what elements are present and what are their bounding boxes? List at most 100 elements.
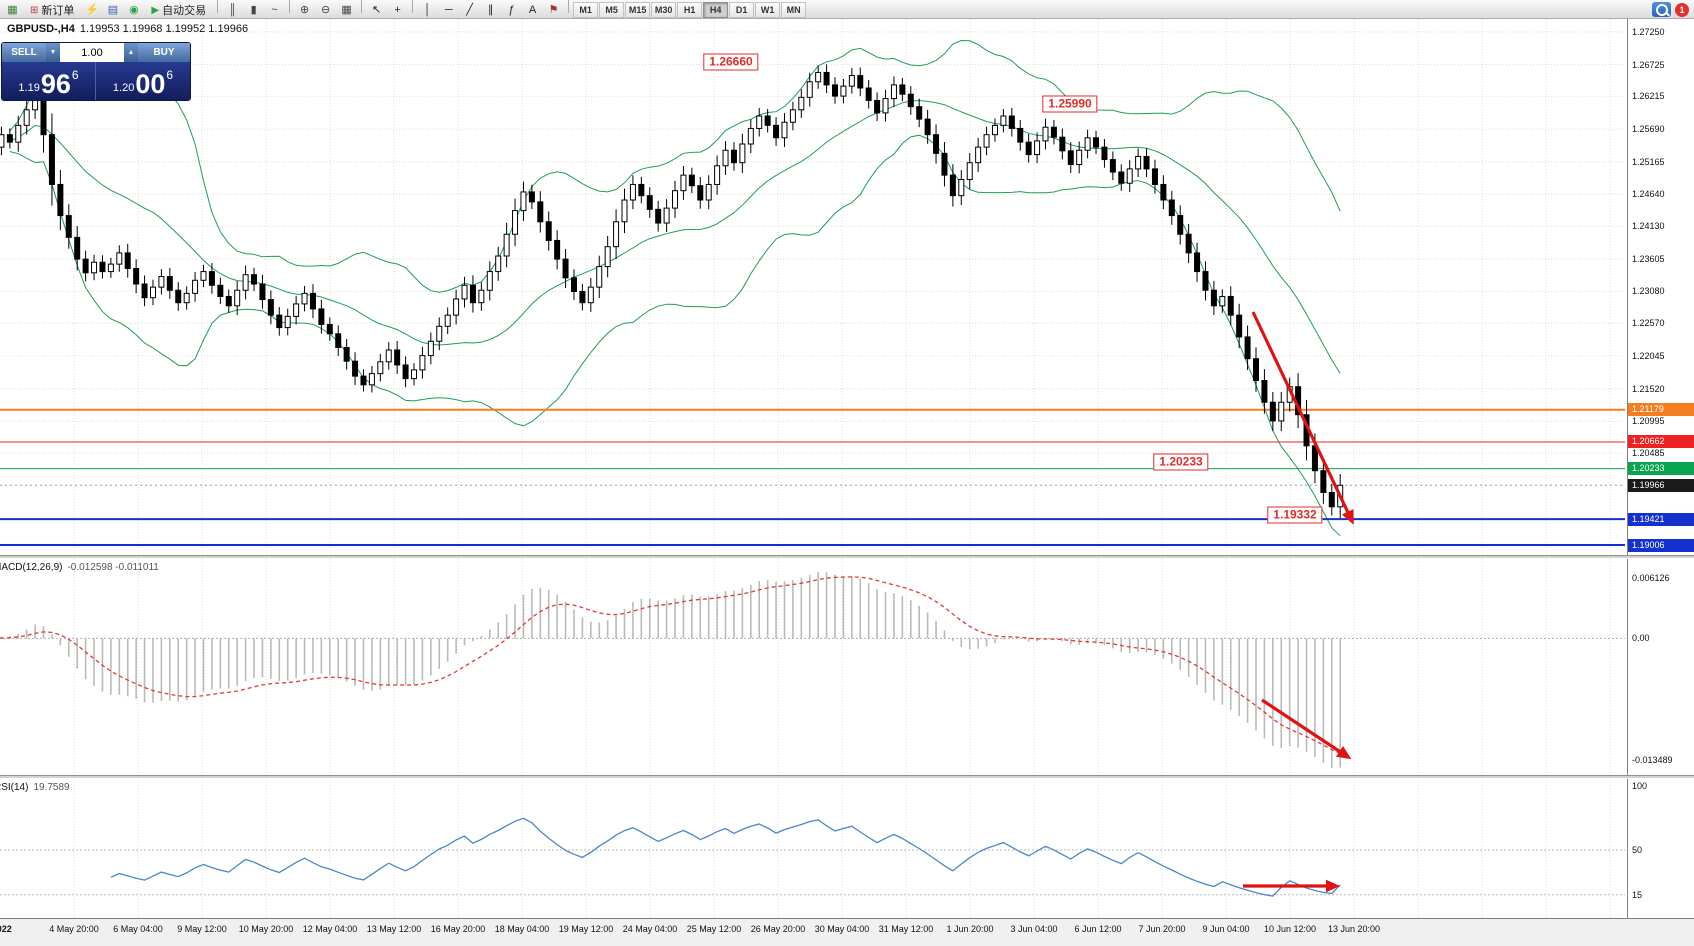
price-callout-1.20233[interactable]: 1.20233	[1153, 453, 1209, 471]
candle	[318, 308, 325, 325]
candle	[1017, 127, 1024, 143]
volume-increase-button[interactable]: ▲	[124, 43, 138, 62]
timeframe-w1[interactable]: W1	[755, 1, 781, 18]
macd-panel-splitter[interactable]	[0, 555, 1694, 559]
candle	[1202, 271, 1209, 291]
search-icon[interactable]	[1652, 2, 1671, 17]
price-callout-1.25990[interactable]: 1.25990	[1042, 95, 1098, 113]
time-label: 4 May 2022	[0, 924, 12, 934]
candle	[512, 210, 519, 235]
time-label: 31 May 12:00	[878, 924, 934, 934]
timeframe-h4[interactable]: H4	[703, 1, 729, 18]
buy-button[interactable]: BUY	[138, 43, 190, 62]
sell-price-prefix: 1.19	[18, 82, 40, 94]
candle	[823, 71, 830, 86]
candle	[773, 124, 780, 139]
tile-windows-icon[interactable]: ▦	[341, 3, 352, 16]
candle	[882, 98, 889, 114]
candle	[798, 96, 805, 111]
fibonacci-icon[interactable]: ƒ	[508, 3, 515, 16]
candle	[200, 271, 207, 281]
candle	[368, 373, 375, 386]
bollinger-upper-band	[9, 39, 1341, 293]
trend-arrows	[1243, 311, 1354, 893]
time-axis[interactable]: 4 May 2022 4 May 20:00 6 May 04:00 9 May 12…	[0, 918, 1694, 946]
new-order-button-icon: ⊞	[30, 4, 39, 16]
channel-icon[interactable]: ∥	[487, 3, 494, 16]
candle	[495, 255, 502, 273]
price-axis[interactable]: 1.27250 1.26725 1.26215 1.25690 1.25165 1.246…	[1627, 19, 1694, 918]
price-callout-1.26660[interactable]: 1.26660	[703, 53, 759, 71]
arrows-tool-icon[interactable]: ⚑	[548, 3, 559, 16]
candle	[251, 274, 258, 285]
timeframe-m5[interactable]: M5	[599, 1, 625, 18]
candle	[284, 315, 291, 329]
volume-input[interactable]	[60, 43, 124, 62]
candle	[1269, 401, 1276, 422]
zoom-in-icon[interactable]: ⊕	[299, 3, 310, 16]
bars-chart-icon[interactable]: ║	[228, 3, 237, 16]
candle	[444, 314, 451, 327]
candle	[545, 221, 552, 241]
timeframe-d1[interactable]: D1	[729, 1, 755, 18]
time-label: 4 May 20:00	[49, 924, 99, 934]
timeframe-m30[interactable]: M30	[651, 1, 677, 18]
candle	[520, 191, 527, 212]
notification-badge[interactable]: 1	[1675, 2, 1689, 17]
new-chart-icon[interactable]: ▦	[7, 3, 18, 16]
text-icon[interactable]: A	[528, 3, 537, 16]
candle	[107, 263, 114, 273]
candlestick-chart-icon[interactable]: ▮	[250, 3, 257, 16]
candle	[655, 208, 662, 224]
cursor-icon[interactable]: ↖	[371, 3, 382, 16]
candle	[781, 121, 788, 139]
price-label: 1.24130	[1632, 221, 1665, 232]
candle	[983, 134, 990, 148]
expert-advisors-icon[interactable]: ⚡	[85, 3, 99, 16]
line-chart-icon[interactable]: ~	[271, 3, 278, 16]
crosshair-icon[interactable]: +	[394, 3, 401, 16]
volume-decrease-button[interactable]: ▼	[46, 43, 60, 62]
timeframe-mn[interactable]: MN	[781, 1, 807, 18]
rsi-panel-splitter[interactable]	[0, 775, 1694, 779]
buy-price[interactable]: 1.20 00 6	[95, 62, 190, 100]
sell-price-pips: 96	[40, 69, 71, 99]
candle	[1000, 115, 1007, 126]
horizontal-line-icon[interactable]: ─	[444, 3, 453, 16]
toolbar-separator	[568, 0, 570, 13]
candle	[1008, 115, 1015, 129]
terminal-icon[interactable]: ▤	[107, 3, 119, 16]
trendline-icon[interactable]: ╱	[466, 3, 473, 16]
new-order-button[interactable]: ⊞ 新订单	[25, 2, 79, 19]
candle	[672, 190, 679, 209]
sell-button[interactable]: SELL	[2, 43, 46, 62]
zoom-out-icon[interactable]: ⊖	[320, 3, 331, 16]
candle	[1042, 126, 1049, 142]
timeframe-m1[interactable]: M1	[573, 1, 599, 18]
sell-price[interactable]: 1.19 96 6	[2, 62, 95, 100]
candle	[343, 346, 350, 362]
time-label: 9 Jun 04:00	[1202, 924, 1250, 934]
candle	[82, 258, 89, 274]
time-label: 16 May 20:00	[430, 924, 486, 934]
price-label: 1.20485	[1632, 447, 1665, 458]
trend-arrow-main[interactable]	[1251, 311, 1354, 525]
time-label: 7 Jun 20:00	[1138, 924, 1186, 934]
candle	[1067, 150, 1074, 166]
candle	[966, 162, 973, 180]
timeframe-h1[interactable]: H1	[677, 1, 703, 18]
candle	[217, 284, 224, 297]
price-tag-1.19006: 1.19006	[1628, 538, 1694, 552]
candle	[570, 277, 577, 292]
candle	[789, 109, 796, 123]
price-callout-1.19332[interactable]: 1.19332	[1267, 506, 1323, 524]
macd-indicator-label: MACD(12,26,9) -0.012598 -0.011011	[0, 562, 159, 573]
timeframe-m15[interactable]: M15	[625, 1, 651, 18]
trend-arrow-macd[interactable]	[1261, 698, 1352, 760]
toolbar-separator	[217, 0, 219, 13]
vertical-line-icon[interactable]: │	[424, 3, 432, 16]
candle	[916, 106, 923, 120]
auto-trading-button[interactable]: ▶ 自动交易	[146, 2, 211, 19]
strategy-tester-icon[interactable]: ◉	[129, 3, 139, 16]
candle	[874, 99, 881, 114]
